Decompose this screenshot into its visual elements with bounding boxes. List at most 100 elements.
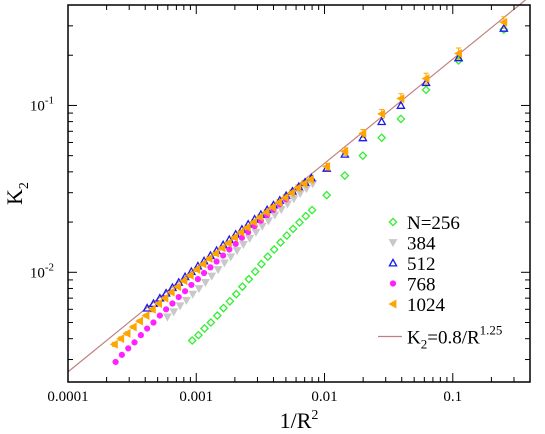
data-point (118, 351, 125, 358)
series-0-points (187, 25, 509, 346)
data-point (206, 317, 216, 328)
x-tick-label: 0.001 (179, 389, 213, 405)
data-point (376, 116, 387, 126)
data-point (131, 339, 138, 346)
data-point (248, 217, 257, 227)
x-axis-label: 1/R2 (280, 408, 319, 433)
data-point (163, 306, 170, 313)
x-tick-label: 0.01 (311, 389, 337, 405)
data-point (322, 190, 332, 200)
data-point (226, 253, 236, 262)
data-point (207, 264, 214, 271)
data-point (194, 285, 204, 294)
data-point (150, 319, 157, 326)
data-point (112, 358, 119, 366)
data-point (293, 183, 302, 193)
data-point (256, 259, 266, 269)
data-point (396, 100, 406, 109)
data-point (267, 202, 276, 212)
data-point (453, 52, 464, 62)
legend-label: N=256 (407, 213, 460, 234)
data-point (198, 259, 207, 269)
data-point (231, 289, 241, 299)
data-point (169, 308, 179, 317)
data-point (232, 247, 242, 256)
data-point (181, 288, 189, 295)
data-point (109, 339, 118, 349)
data-point (128, 322, 137, 332)
series-4-points (109, 17, 508, 349)
data-point (280, 193, 289, 203)
data-point (220, 252, 227, 259)
data-point (200, 269, 208, 277)
data-point (421, 85, 431, 95)
data-point (225, 296, 235, 306)
y-axis-label-base: K (2, 189, 27, 205)
data-point (116, 334, 125, 344)
data-point (251, 228, 261, 237)
series-3-points (112, 196, 290, 366)
data-point (201, 278, 210, 288)
data-point (181, 296, 191, 305)
y-tick-label: 10-2 (30, 261, 54, 281)
series-1-points (162, 180, 318, 322)
data-point (245, 234, 255, 243)
legend-marker (388, 217, 398, 227)
data-point (340, 147, 349, 156)
data-point (162, 313, 172, 322)
data-point (396, 94, 405, 103)
data-point (358, 151, 368, 161)
data-point (499, 23, 509, 32)
data-point (212, 311, 222, 321)
x-axis-label-base: 1/R (280, 408, 312, 433)
data-point (261, 207, 270, 217)
data-point (238, 240, 248, 250)
x-tick-label: 0.0001 (47, 389, 88, 405)
legend-label: 1024 (407, 295, 446, 316)
data-point (188, 281, 195, 289)
data-point (175, 302, 185, 311)
data-point (236, 227, 245, 237)
y-tick-label: 10-1 (30, 94, 54, 114)
data-point (193, 330, 203, 340)
data-point (263, 252, 273, 262)
data-point (396, 114, 406, 124)
data-point (144, 325, 151, 332)
data-point (192, 264, 201, 274)
data-point (160, 293, 169, 303)
data-point (377, 133, 387, 143)
data-point (213, 266, 223, 275)
data-point (358, 132, 368, 142)
data-point (179, 276, 188, 286)
axis-ticks (67, 4, 531, 382)
data-point (232, 240, 239, 247)
x-tick-label: 0.1 (443, 389, 462, 405)
data-point (220, 259, 229, 268)
data-point (194, 276, 202, 283)
data-point (122, 328, 131, 338)
data-point (294, 217, 305, 227)
legend-marker (388, 239, 398, 248)
data-point (223, 238, 232, 248)
data-point (229, 232, 238, 242)
data-point (340, 171, 350, 181)
data-point (185, 270, 194, 280)
tick-labels: 0.0001 0.001 0.01 0.1 10-2 10-1 (30, 94, 462, 405)
data-point (218, 303, 228, 313)
data-point (213, 258, 220, 265)
legend-fit-label: K2=0.8/R1.25 (407, 323, 502, 352)
y-axis-label: K2 (2, 182, 32, 205)
data-point (187, 335, 197, 346)
data-point (305, 175, 314, 184)
data-point (377, 109, 386, 119)
data-point (204, 254, 213, 263)
data-point (200, 324, 210, 334)
data-point (286, 188, 295, 198)
data-point (169, 300, 176, 307)
data-point (322, 162, 331, 172)
data-point (217, 243, 226, 253)
data-point (188, 290, 198, 299)
data-point (226, 246, 233, 253)
